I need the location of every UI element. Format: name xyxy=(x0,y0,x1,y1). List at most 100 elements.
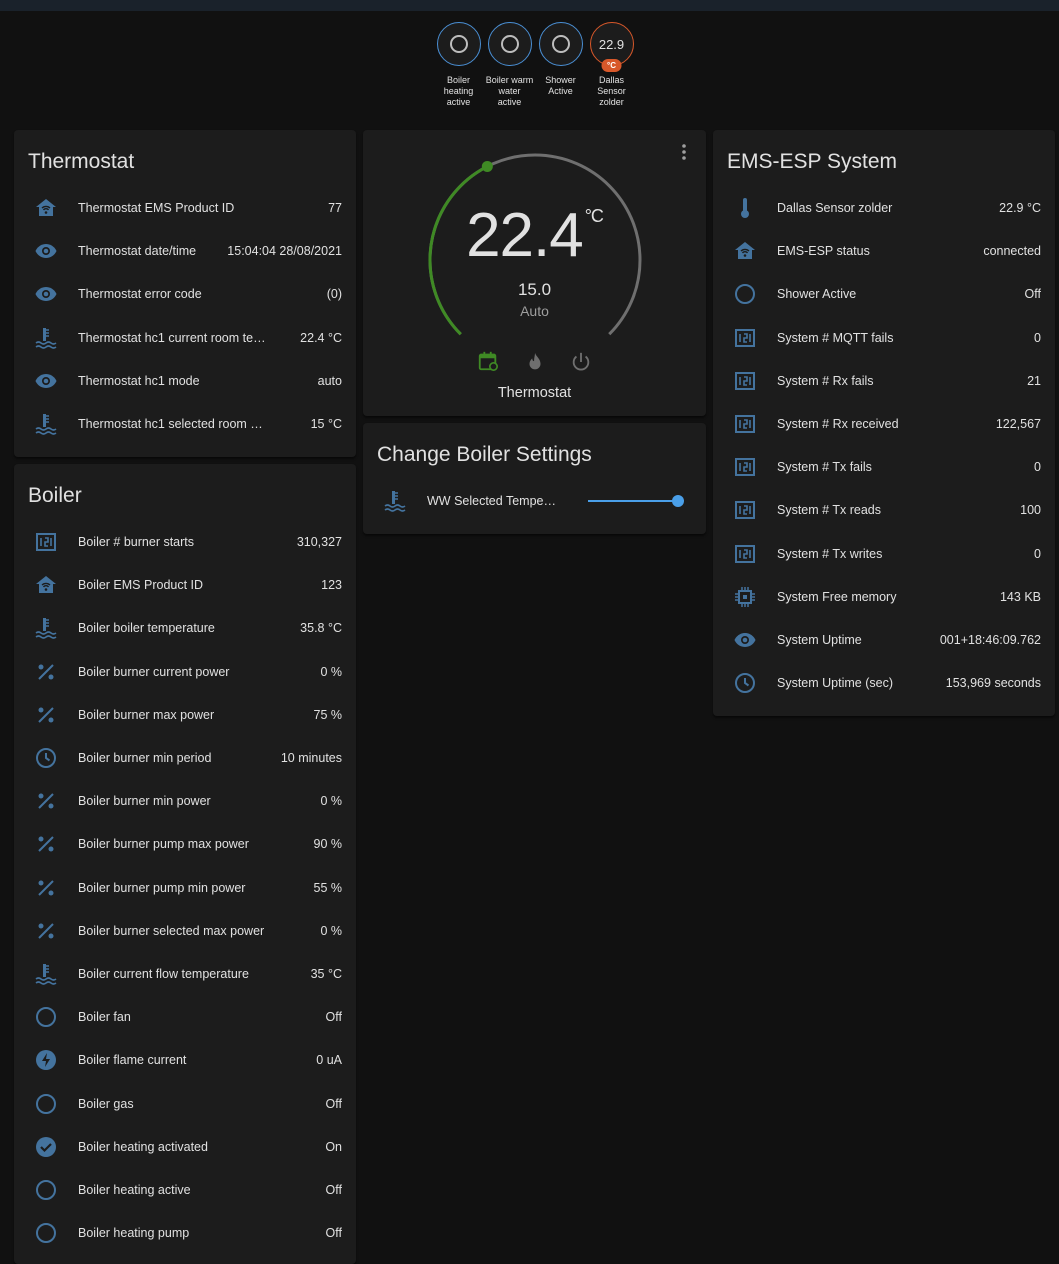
thermometer-icon xyxy=(733,196,757,220)
item-value: 22.9 °C xyxy=(999,201,1041,215)
mode-off-button[interactable] xyxy=(570,351,592,373)
header-badge[interactable]: Boiler warm water active xyxy=(486,22,533,108)
list-item[interactable]: EMS-ESP status connected xyxy=(713,239,1055,263)
thermometer-water-icon xyxy=(383,489,407,513)
list-item[interactable]: Boiler burner max power 75 % xyxy=(14,703,356,727)
mode-heat-button[interactable] xyxy=(524,351,546,373)
list-item[interactable]: System # Rx received 122,567 xyxy=(713,412,1055,436)
item-value: 123 xyxy=(321,578,342,593)
item-value: On xyxy=(325,1139,342,1154)
item-label: Boiler fan xyxy=(78,1010,131,1025)
item-value: 90 % xyxy=(313,837,343,852)
list-item[interactable]: Shower Active Off xyxy=(713,282,1055,306)
circle-outline-icon xyxy=(34,1178,58,1202)
clock-icon xyxy=(34,746,58,770)
thermostat-control-card: 22.4 °C 15.0 Auto Thermostat xyxy=(363,130,706,416)
list-item[interactable]: Boiler fan Off xyxy=(14,1005,356,1029)
header-badge[interactable]: 22.9 °C Dallas Sensor zolder xyxy=(589,22,634,108)
item-label: Thermostat hc1 selected room temper... xyxy=(78,417,266,431)
percent-icon xyxy=(34,919,58,943)
item-value: 15:04:04 28/08/2021 xyxy=(227,244,342,259)
list-item[interactable]: Boiler burner pump min power 55 % xyxy=(14,876,356,900)
header-badges: Boiler heating active Boiler warm water a… xyxy=(436,22,634,108)
top-bar xyxy=(0,0,1059,11)
badge-circle[interactable] xyxy=(538,22,583,66)
circle-outline-icon xyxy=(34,1005,58,1029)
list-item[interactable]: Boiler heating pump Off xyxy=(14,1221,356,1245)
list-item[interactable]: Thermostat hc1 mode auto xyxy=(14,369,356,393)
badge-circle[interactable] xyxy=(487,22,532,66)
percent-icon xyxy=(34,832,58,856)
list-item[interactable]: Boiler EMS Product ID 123 xyxy=(14,573,356,597)
list-item[interactable]: Boiler heating activated On xyxy=(14,1135,356,1159)
badge-circle[interactable]: 22.9 °C xyxy=(589,22,634,72)
list-item[interactable]: System # Rx fails 21 xyxy=(713,369,1055,393)
list-item[interactable]: Boiler burner selected max power 0 % xyxy=(14,919,356,943)
badge-circle[interactable] xyxy=(436,22,481,66)
item-label: Boiler burner pump min power xyxy=(78,880,246,895)
card-title: Change Boiler Settings xyxy=(377,443,592,466)
list-item[interactable]: System # Tx writes 0 xyxy=(713,542,1055,566)
list-item[interactable]: Dallas Sensor zolder 22.9 °C xyxy=(713,196,1055,220)
menu-icon[interactable] xyxy=(675,142,693,162)
list-item[interactable]: Thermostat error code (0) xyxy=(14,282,356,306)
target-temperature: 15.0 xyxy=(517,280,552,299)
list-item[interactable]: Boiler boiler temperature 35.8 °C xyxy=(14,616,356,640)
list-item[interactable]: Boiler burner min power 0 % xyxy=(14,789,356,813)
item-value: Off xyxy=(1024,287,1041,302)
list-item[interactable]: Thermostat date/time 15:04:04 28/08/2021 xyxy=(14,239,356,263)
item-label: System # Rx fails xyxy=(777,373,874,388)
item-value: Off xyxy=(325,1183,342,1197)
eye-icon xyxy=(34,239,58,263)
temperature-dial[interactable] xyxy=(363,130,706,350)
list-item[interactable]: Boiler gas Off xyxy=(14,1092,356,1116)
list-item[interactable]: Boiler heating active Off xyxy=(14,1178,356,1202)
item-label: System # MQTT fails xyxy=(777,330,894,345)
circle-outline-icon xyxy=(34,1092,58,1116)
clock-icon xyxy=(733,671,757,695)
header-badge[interactable]: Shower Active xyxy=(538,22,583,108)
thermostat-card: Thermostat Thermostat EMS Product ID 77 Th… xyxy=(14,130,356,457)
list-item[interactable]: System # Tx fails 0 xyxy=(713,455,1055,479)
item-label: Boiler burner min period xyxy=(78,751,212,765)
list-item[interactable]: Boiler current flow temperature 35 °C xyxy=(14,962,356,986)
list-item[interactable]: System Free memory 143 KB xyxy=(713,585,1055,609)
list-item[interactable]: System Uptime 001+18:46:09.762 xyxy=(713,628,1055,652)
list-item[interactable]: Boiler burner min period 10 minutes xyxy=(14,746,356,770)
item-value: 001+18:46:09.762 xyxy=(939,633,1041,647)
list-item[interactable]: Thermostat hc1 selected room temper... 15… xyxy=(14,412,356,436)
item-value: auto xyxy=(317,373,342,388)
item-value: (0) xyxy=(326,287,342,302)
ww-temperature-slider[interactable] xyxy=(588,495,684,507)
item-value: 0 xyxy=(1034,460,1041,475)
badge-label: Dallas Sensor zolder xyxy=(597,75,626,107)
list-item[interactable]: System Uptime (sec) 153,969 seconds xyxy=(713,671,1055,695)
counter-icon xyxy=(34,530,58,554)
list-item[interactable]: System # Tx reads 100 xyxy=(713,498,1055,522)
item-value: 77 xyxy=(328,201,342,215)
item-label: System # Tx fails xyxy=(777,460,872,475)
item-value: 75 % xyxy=(313,707,343,722)
list-item[interactable]: System # MQTT fails 0 xyxy=(713,326,1055,350)
item-label: Boiler EMS Product ID xyxy=(78,578,204,593)
item-value: 100 xyxy=(1020,503,1041,518)
header-badge[interactable]: Boiler heating active xyxy=(436,22,481,108)
dial-handle[interactable] xyxy=(481,160,493,172)
item-label: System Uptime xyxy=(777,633,862,647)
list-item[interactable]: Thermostat EMS Product ID 77 xyxy=(14,196,356,220)
list-item[interactable]: Thermostat hc1 current room temper... 22.… xyxy=(14,326,356,350)
list-item[interactable]: Boiler # burner starts 310,327 xyxy=(14,530,356,554)
mode-auto-button[interactable] xyxy=(477,350,499,372)
list-item[interactable]: Boiler flame current 0 uA xyxy=(14,1048,356,1072)
slider-thumb[interactable] xyxy=(672,495,684,507)
list-item[interactable]: Boiler burner pump max power 90 % xyxy=(14,832,356,856)
card-title: Boiler xyxy=(28,484,82,507)
circle-outline-icon xyxy=(449,35,468,53)
eye-icon xyxy=(34,282,58,306)
list-item[interactable]: Boiler burner current power 0 % xyxy=(14,660,356,684)
item-label: Boiler current flow temperature xyxy=(78,967,249,981)
ems-esp-system-card: EMS-ESP System Dallas Sensor zolder 22.9 … xyxy=(713,130,1055,716)
item-label: Boiler heating active xyxy=(78,1183,191,1197)
circle-outline-icon xyxy=(733,282,757,306)
item-value: 55 % xyxy=(313,880,343,895)
